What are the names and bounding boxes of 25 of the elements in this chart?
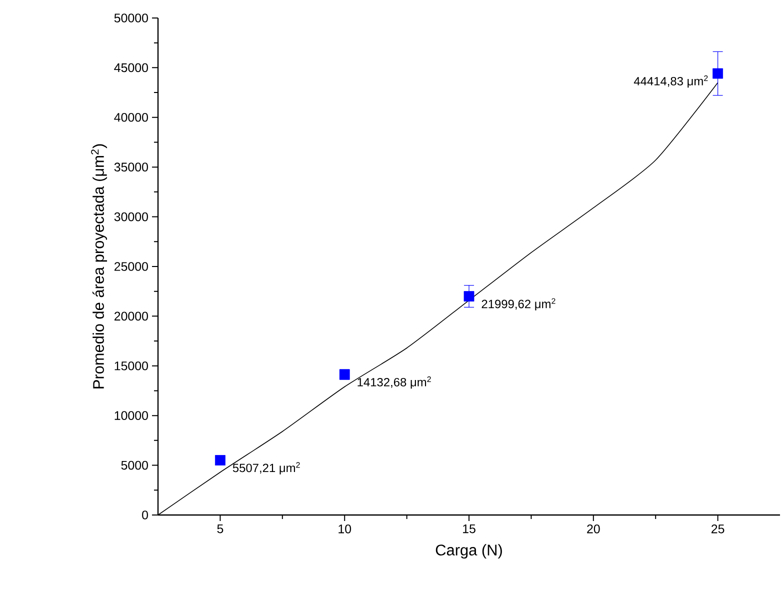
point: [712, 68, 724, 79]
y-tick-label: 0: [142, 510, 148, 520]
x-tick-label: 15: [463, 524, 476, 534]
y-tick-label: 45000: [114, 63, 148, 72]
y-axis-title: Promedio de área proyectada (μm$^{2}$): [91, 144, 108, 388]
data-label: 44414,83 μm$^{2}$: [634, 75, 708, 88]
point: [464, 291, 474, 302]
x-tick-label: 20: [587, 524, 600, 534]
y-tick-label: 15000: [114, 361, 148, 370]
point: [215, 455, 226, 466]
y-tick-label: 25000: [114, 262, 148, 271]
y-tick-label: 50000: [114, 14, 148, 22]
y-tick-label: 5000: [121, 460, 148, 470]
y-tick-label: 30000: [114, 212, 148, 222]
data-label: 14132,68 μm$^{2}$: [358, 376, 431, 389]
x-tick-label: 10: [338, 524, 352, 534]
y-tick-label: 20000: [114, 312, 148, 321]
x-tick-label: 25: [712, 524, 724, 534]
data-label: 21999,62 μm$^{2}$: [482, 298, 556, 310]
y-tick-label: 10000: [114, 411, 148, 420]
data-label: 5507,21 μm$^{2}$: [232, 462, 300, 474]
x-axis-title: Carga (N): [436, 544, 502, 559]
x-tick-label: 5: [217, 524, 224, 534]
y-tick-label: 40000: [114, 112, 148, 122]
y-tick-label: 35000: [114, 162, 148, 172]
